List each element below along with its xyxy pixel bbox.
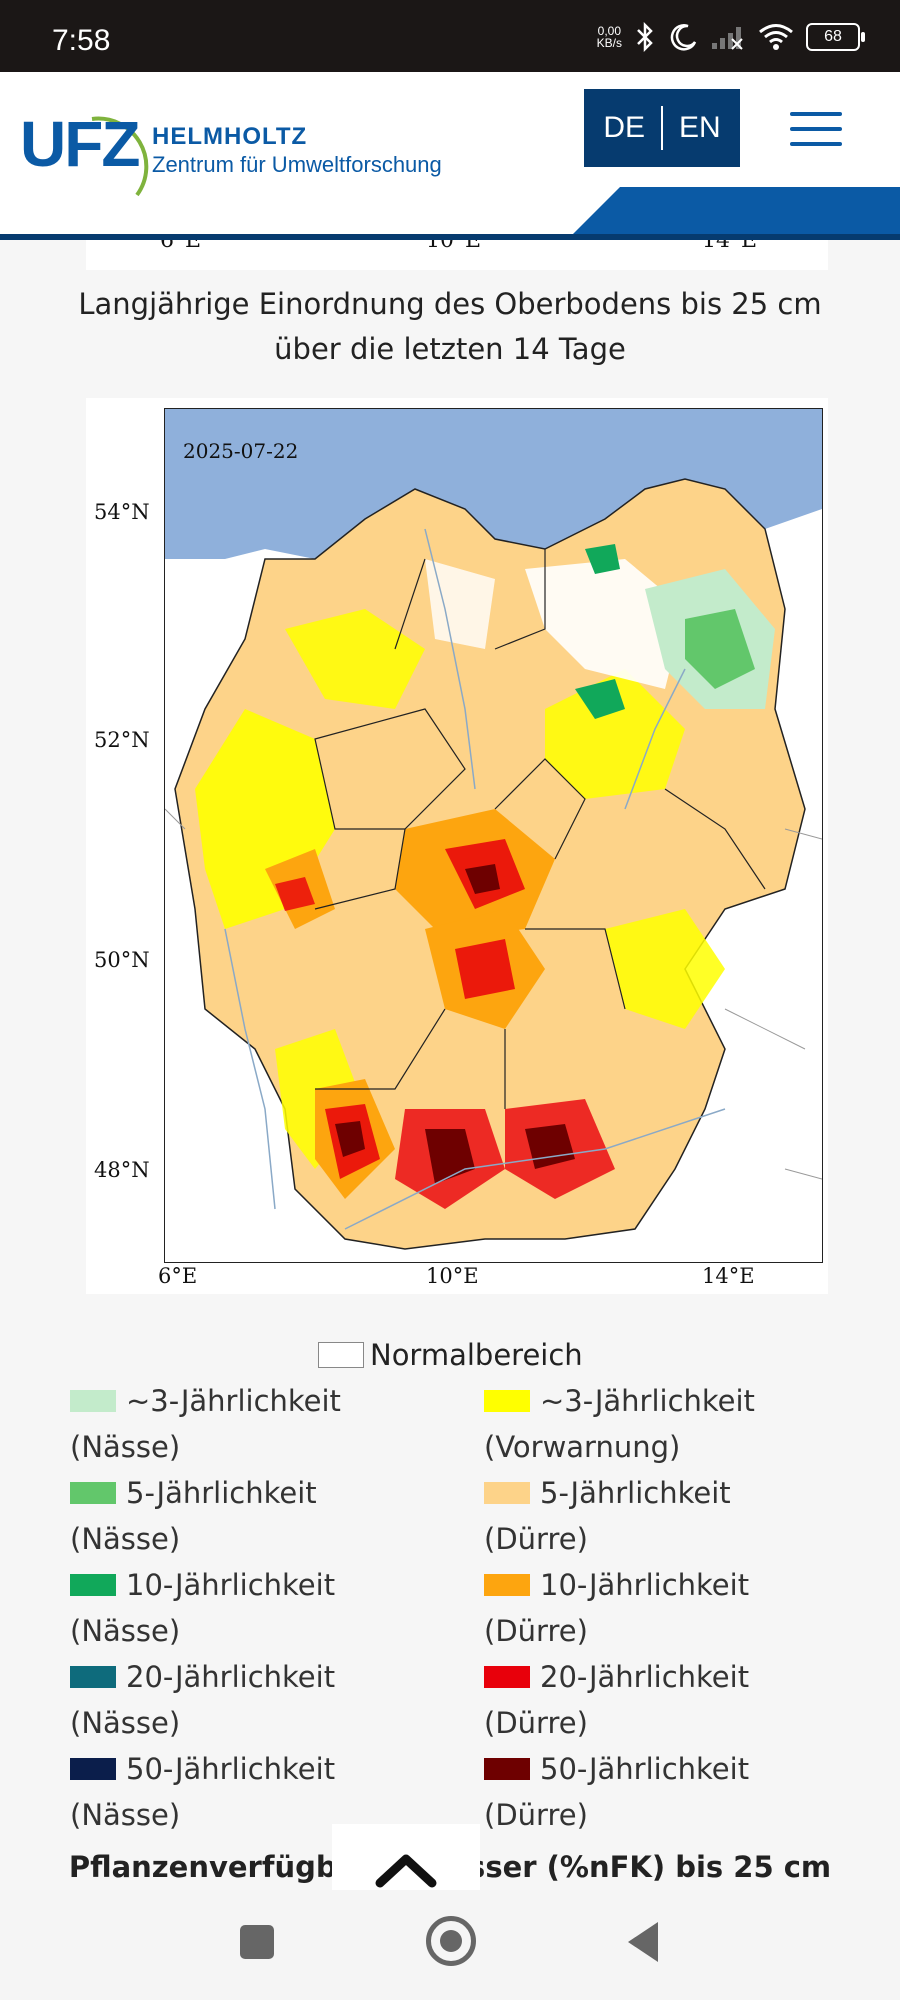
logo-abbr: UFZ bbox=[20, 108, 140, 180]
back-button[interactable] bbox=[628, 1922, 658, 1962]
map-frame: 2025-07-22 bbox=[164, 408, 823, 1263]
recents-button[interactable] bbox=[240, 1925, 274, 1959]
wifi-icon bbox=[759, 24, 793, 50]
legend-swatch bbox=[70, 1390, 116, 1412]
moon-icon bbox=[670, 24, 697, 51]
lat-label: 48°N bbox=[94, 1158, 150, 1182]
prev-lon-label: 10°E bbox=[426, 240, 482, 253]
prev-lon-label: 6°E bbox=[160, 240, 202, 253]
status-icons: 0,00 KB/s 68 bbox=[596, 22, 865, 52]
legend-normal: Normalbereich bbox=[318, 1338, 583, 1372]
bluetooth-icon bbox=[637, 22, 653, 52]
legend-swatch bbox=[484, 1574, 530, 1596]
lang-separator bbox=[661, 106, 663, 150]
lat-label: 50°N bbox=[94, 948, 150, 972]
site-header: UFZ HELMHOLTZ Zentrum für Umweltforschun… bbox=[0, 72, 900, 240]
header-bottom-band bbox=[0, 234, 900, 240]
lat-label: 52°N bbox=[94, 728, 150, 752]
legend-item: 5-Jährlichkeit (Nässe) bbox=[70, 1476, 317, 1556]
germany-map-image bbox=[165, 409, 822, 1262]
legend-item: ~3-Jährlichkeit (Nässe) bbox=[70, 1384, 341, 1464]
legend-swatch bbox=[70, 1758, 116, 1780]
chevron-up-icon bbox=[375, 1854, 437, 1888]
legend-swatch bbox=[484, 1666, 530, 1688]
logo-arc-icon bbox=[91, 116, 149, 197]
net-speed: 0,00 KB/s bbox=[596, 24, 622, 50]
logo-helmholtz: HELMHOLTZ bbox=[152, 123, 308, 150]
lat-label: 54°N bbox=[94, 500, 150, 524]
lang-de-button[interactable]: DE bbox=[603, 111, 645, 144]
legend-swatch bbox=[484, 1758, 530, 1780]
lon-label: 10°E bbox=[426, 1264, 479, 1288]
legend-wet-column: ~3-Jährlichkeit (Nässe) 5-Jährlichkeit (Nä… bbox=[70, 1378, 460, 1838]
header-decor-band bbox=[570, 187, 900, 237]
previous-map-strip: 6°E 10°E 14°E bbox=[86, 240, 828, 270]
language-switch: DE EN bbox=[584, 89, 740, 167]
drought-map[interactable]: 54°N 52°N 50°N 48°N 6°E 10°E 14°E bbox=[86, 398, 828, 1294]
status-time: 7:58 bbox=[52, 24, 111, 57]
lon-label: 6°E bbox=[158, 1264, 198, 1288]
battery-indicator: 68 bbox=[806, 23, 865, 51]
legend-item: 20-Jährlichkeit (Nässe) bbox=[70, 1660, 336, 1740]
legend-item: 10-Jährlichkeit (Dürre) bbox=[484, 1568, 750, 1648]
legend-swatch bbox=[70, 1666, 116, 1688]
signal-icon bbox=[712, 27, 743, 50]
logo-subtitle: Zentrum für Umweltforschung bbox=[152, 152, 442, 177]
lon-label: 14°E bbox=[702, 1264, 755, 1288]
legend-item: 20-Jährlichkeit (Dürre) bbox=[484, 1660, 750, 1740]
section-title: Langjährige Einordnung des Oberbodens bi… bbox=[78, 287, 822, 366]
legend-dry-column: ~3-Jährlichkeit (Vorwarnung) 5-Jährlichke… bbox=[484, 1378, 874, 1838]
legend-item: 5-Jährlichkeit (Dürre) bbox=[484, 1476, 731, 1556]
home-button[interactable] bbox=[426, 1916, 476, 1966]
legend-swatch bbox=[318, 1342, 364, 1368]
legend-item: 10-Jährlichkeit (Nässe) bbox=[70, 1568, 336, 1648]
lang-en-button[interactable]: EN bbox=[679, 111, 721, 144]
prev-lon-label: 14°E bbox=[702, 240, 758, 253]
legend-swatch bbox=[484, 1390, 530, 1412]
legend-swatch bbox=[70, 1482, 116, 1504]
legend-item: ~3-Jährlichkeit (Vorwarnung) bbox=[484, 1384, 755, 1464]
system-nav-bar bbox=[0, 1890, 900, 2000]
legend-item: 50-Jährlichkeit (Dürre) bbox=[484, 1752, 750, 1832]
legend-swatch bbox=[484, 1482, 530, 1504]
menu-icon[interactable] bbox=[790, 112, 842, 148]
legend-swatch bbox=[70, 1574, 116, 1596]
status-bar: 7:58 0,00 KB/s 68 bbox=[0, 0, 900, 72]
legend-item: 50-Jährlichkeit (Nässe) bbox=[70, 1752, 336, 1832]
map-date-label: 2025-07-22 bbox=[183, 439, 299, 463]
ufz-logo[interactable]: UFZ HELMHOLTZ Zentrum für Umweltforschun… bbox=[20, 107, 460, 207]
